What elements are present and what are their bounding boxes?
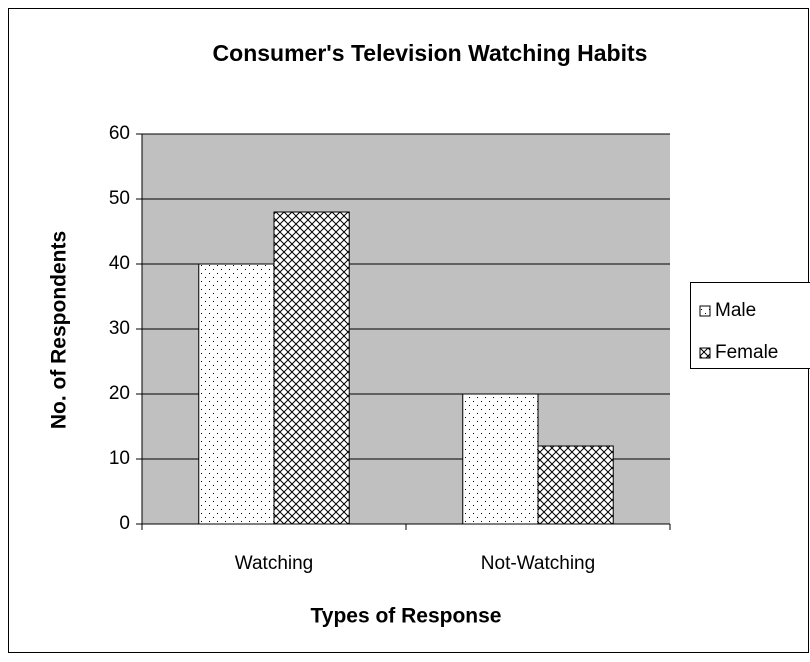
bar bbox=[462, 393, 539, 525]
x-tick-label: Not-Watching bbox=[481, 553, 595, 574]
y-tick-label: 30 bbox=[109, 318, 130, 339]
y-tick-label: 50 bbox=[109, 188, 130, 209]
legend-label: Female bbox=[715, 342, 778, 363]
y-tick-label: 40 bbox=[109, 253, 130, 274]
x-tick-label: Watching bbox=[235, 553, 314, 574]
y-tick-label: 10 bbox=[109, 448, 130, 469]
y-tick-label: 60 bbox=[109, 123, 130, 144]
legend-swatch bbox=[699, 347, 711, 359]
bar bbox=[273, 211, 350, 525]
x-axis-label: Types of Response bbox=[311, 605, 502, 628]
y-axis-label: No. of Respondents bbox=[48, 231, 71, 429]
legend-swatch bbox=[699, 305, 711, 317]
y-tick-label: 20 bbox=[109, 383, 130, 404]
chart-title: Consumer's Television Watching Habits bbox=[213, 40, 648, 66]
legend-label: Male bbox=[715, 300, 756, 321]
bar bbox=[198, 263, 275, 525]
bar bbox=[537, 445, 614, 525]
y-tick-label: 0 bbox=[119, 513, 130, 534]
